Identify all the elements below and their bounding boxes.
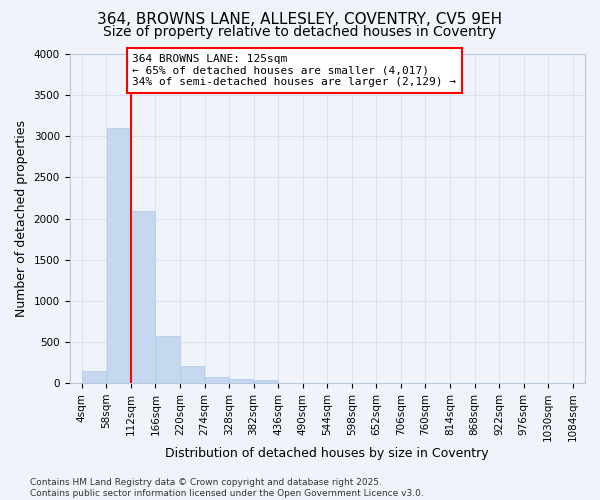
Text: Contains HM Land Registry data © Crown copyright and database right 2025.
Contai: Contains HM Land Registry data © Crown c… bbox=[30, 478, 424, 498]
X-axis label: Distribution of detached houses by size in Coventry: Distribution of detached houses by size … bbox=[166, 447, 489, 460]
Text: Size of property relative to detached houses in Coventry: Size of property relative to detached ho… bbox=[103, 25, 497, 39]
Bar bbox=[254, 380, 278, 383]
Bar bbox=[180, 366, 204, 383]
Bar bbox=[229, 380, 253, 383]
Bar bbox=[82, 371, 106, 383]
Bar bbox=[155, 336, 180, 383]
Y-axis label: Number of detached properties: Number of detached properties bbox=[15, 120, 28, 317]
Text: 364, BROWNS LANE, ALLESLEY, COVENTRY, CV5 9EH: 364, BROWNS LANE, ALLESLEY, COVENTRY, CV… bbox=[97, 12, 503, 28]
Text: 364 BROWNS LANE: 125sqm
← 65% of detached houses are smaller (4,017)
34% of semi: 364 BROWNS LANE: 125sqm ← 65% of detache… bbox=[132, 54, 456, 87]
Bar bbox=[205, 377, 229, 383]
Bar bbox=[107, 128, 131, 383]
Bar bbox=[131, 211, 155, 383]
